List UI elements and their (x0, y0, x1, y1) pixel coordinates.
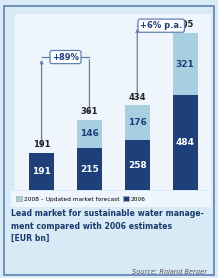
Text: 434: 434 (129, 93, 146, 102)
Text: +89%: +89% (52, 53, 79, 61)
Text: Lead market for sustainable water manage-
ment compared with 2006 estimates
[EUR: Lead market for sustainable water manage… (11, 209, 204, 243)
Text: 805: 805 (176, 20, 194, 29)
Bar (77, 120, 102, 148)
Text: 258: 258 (128, 161, 147, 170)
Bar (125, 140, 150, 190)
Text: +6% p.a.: +6% p.a. (140, 21, 182, 30)
Text: 191: 191 (32, 167, 51, 176)
Text: Source: Roland Berger: Source: Roland Berger (132, 269, 207, 275)
Text: 176: 176 (128, 118, 147, 127)
Legend: 2008 – Updated market forecast, 2006: 2008 – Updated market forecast, 2006 (14, 194, 148, 204)
Bar (77, 148, 102, 190)
Text: 321: 321 (176, 59, 194, 68)
Text: 361: 361 (81, 107, 98, 116)
Text: 191: 191 (33, 140, 50, 150)
Bar (29, 153, 54, 190)
Text: 484: 484 (176, 138, 195, 147)
Bar (173, 33, 198, 96)
Bar (173, 96, 198, 190)
Bar (125, 105, 150, 140)
Text: 215: 215 (80, 165, 99, 174)
Text: 146: 146 (80, 130, 99, 138)
